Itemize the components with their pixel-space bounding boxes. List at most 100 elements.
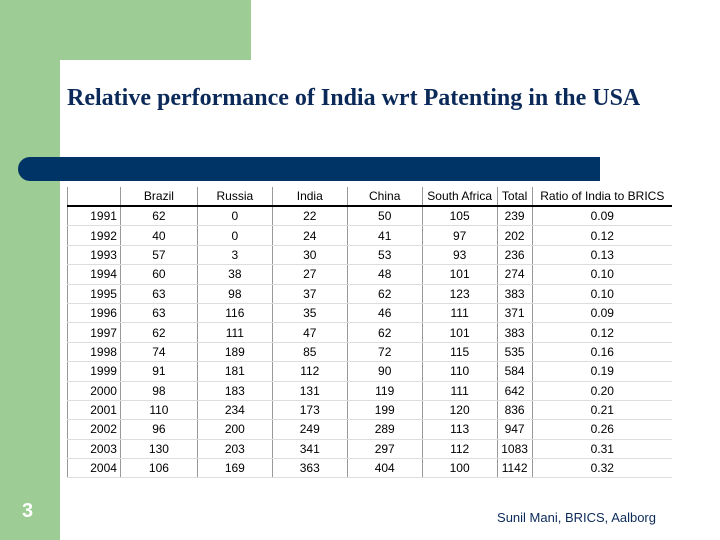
value-cell: 130 <box>119 439 198 460</box>
value-cell: 202 <box>496 225 533 246</box>
value-cell: 1083 <box>496 439 533 460</box>
value-cell: 404 <box>346 458 423 479</box>
value-cell: 98 <box>119 381 198 401</box>
value-cell: 0.16 <box>531 342 672 363</box>
value-cell: 113 <box>421 419 498 440</box>
slide-title: Relative performance of India wrt Patent… <box>67 85 641 111</box>
value-cell: 110 <box>119 400 198 421</box>
value-cell: 111 <box>196 322 273 343</box>
value-cell: 74 <box>119 342 198 363</box>
column-header: Brazil <box>119 187 198 207</box>
value-cell: 642 <box>496 381 533 401</box>
value-cell: 199 <box>346 400 423 421</box>
value-cell: 97 <box>421 225 498 246</box>
year-cell: 2002 <box>67 419 121 440</box>
value-cell: 85 <box>271 342 348 363</box>
value-cell: 116 <box>196 303 273 324</box>
value-cell: 131 <box>271 381 348 401</box>
value-cell: 297 <box>346 439 423 460</box>
value-cell: 35 <box>271 303 348 324</box>
value-cell: 123 <box>421 284 498 304</box>
value-cell: 112 <box>271 361 348 382</box>
value-cell: 57 <box>119 245 198 266</box>
year-cell: 2000 <box>67 381 121 401</box>
value-cell: 234 <box>196 400 273 421</box>
value-cell: 0.19 <box>531 361 672 382</box>
value-cell: 46 <box>346 303 423 324</box>
value-cell: 274 <box>496 264 533 285</box>
table-row: 1993 57 3 30 53 93 236 0.13 <box>67 245 672 266</box>
value-cell: 341 <box>271 439 348 460</box>
value-cell: 98 <box>196 284 273 304</box>
title-bar <box>18 157 600 181</box>
value-cell: 0.21 <box>531 400 672 421</box>
value-cell: 101 <box>421 264 498 285</box>
data-table: Brazil Russia India China South Africa Total R… <box>67 187 672 479</box>
table-row: 1998 74 189 85 72 115 535 0.16 <box>67 342 672 363</box>
value-cell: 62 <box>346 322 423 343</box>
value-cell: 0.13 <box>531 245 672 266</box>
value-cell: 100 <box>421 458 498 479</box>
value-cell: 189 <box>196 342 273 363</box>
table-row: 2001 110 234 173 199 120 836 0.21 <box>67 400 672 421</box>
value-cell: 40 <box>119 225 198 246</box>
table-row: 1995 63 98 37 62 123 383 0.10 <box>67 284 672 304</box>
year-cell: 1996 <box>67 303 121 324</box>
value-cell: 535 <box>496 342 533 363</box>
table-body: 1991 62 0 22 50 105 239 0.09 1992 40 0 24 41 97 202 0.1… <box>67 206 672 479</box>
value-cell: 173 <box>271 400 348 421</box>
value-cell: 106 <box>119 458 198 479</box>
value-cell: 93 <box>421 245 498 266</box>
value-cell: 584 <box>496 361 533 382</box>
column-header: China <box>346 187 423 207</box>
value-cell: 0.32 <box>531 458 672 479</box>
year-cell: 2004 <box>67 458 121 479</box>
value-cell: 0.26 <box>531 419 672 440</box>
value-cell: 111 <box>421 303 498 324</box>
year-cell: 1992 <box>67 225 121 246</box>
value-cell: 169 <box>196 458 273 479</box>
year-cell: 1991 <box>67 206 121 227</box>
year-cell: 1998 <box>67 342 121 363</box>
value-cell: 96 <box>119 419 198 440</box>
table-row: 1997 62 111 47 62 101 383 0.12 <box>67 322 672 343</box>
value-cell: 947 <box>496 419 533 440</box>
value-cell: 120 <box>421 400 498 421</box>
value-cell: 836 <box>496 400 533 421</box>
value-cell: 41 <box>346 225 423 246</box>
value-cell: 111 <box>421 381 498 401</box>
table-row: 1991 62 0 22 50 105 239 0.09 <box>67 206 672 227</box>
value-cell: 105 <box>421 206 498 227</box>
sidebar <box>0 0 60 540</box>
value-cell: 115 <box>421 342 498 363</box>
value-cell: 53 <box>346 245 423 266</box>
value-cell: 101 <box>421 322 498 343</box>
table-row: 1999 91 181 112 90 110 584 0.19 <box>67 361 672 382</box>
year-cell: 1993 <box>67 245 121 266</box>
value-cell: 0.09 <box>531 303 672 324</box>
footer: Sunil Mani, BRICS, Aalborg <box>497 510 656 525</box>
value-cell: 22 <box>271 206 348 227</box>
value-cell: 0.31 <box>531 439 672 460</box>
value-cell: 363 <box>271 458 348 479</box>
value-cell: 203 <box>196 439 273 460</box>
value-cell: 50 <box>346 206 423 227</box>
year-cell: 1999 <box>67 361 121 382</box>
table-row: 1992 40 0 24 41 97 202 0.12 <box>67 225 672 246</box>
table-row: 2000 98 183 131 119 111 642 0.20 <box>67 381 672 401</box>
value-cell: 0.09 <box>531 206 672 227</box>
corner-cell <box>67 187 121 207</box>
year-cell: 2003 <box>67 439 121 460</box>
header-row: Brazil Russia India China South Africa Total R… <box>67 187 672 207</box>
value-cell: 0.20 <box>531 381 672 401</box>
value-cell: 48 <box>346 264 423 285</box>
value-cell: 38 <box>196 264 273 285</box>
value-cell: 249 <box>271 419 348 440</box>
value-cell: 63 <box>119 303 198 324</box>
value-cell: 1142 <box>496 458 533 479</box>
value-cell: 72 <box>346 342 423 363</box>
column-header: South Africa <box>421 187 498 207</box>
value-cell: 24 <box>271 225 348 246</box>
value-cell: 0.12 <box>531 225 672 246</box>
